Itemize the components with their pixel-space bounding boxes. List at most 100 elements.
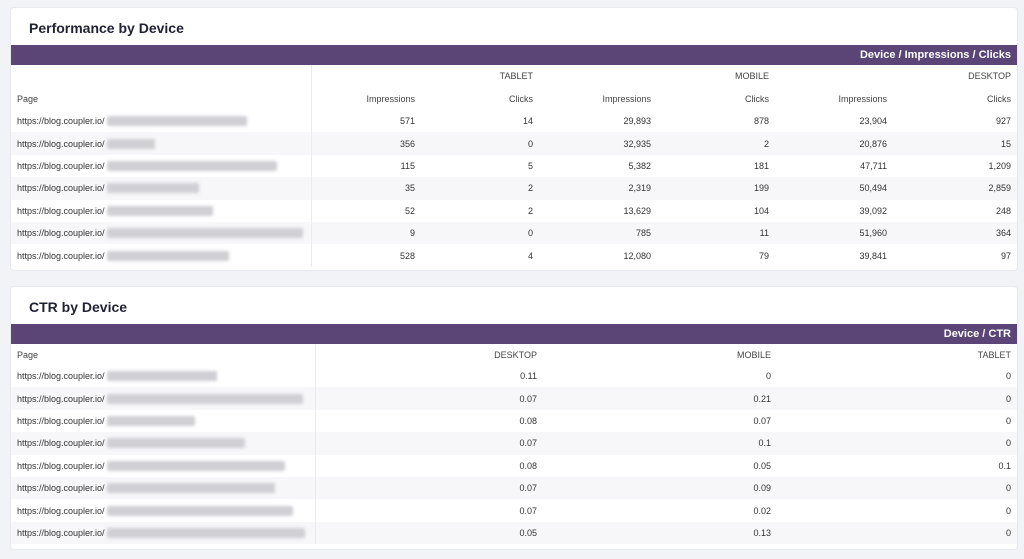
page-cell[interactable]: https://blog.coupler.io/ xyxy=(11,132,312,155)
metric-header[interactable]: Clicks xyxy=(509,93,533,104)
table-row: https://blog.coupler.io/0.08 0.05 0.1 xyxy=(11,454,1017,477)
metric-header[interactable]: Clicks xyxy=(987,93,1011,104)
value-cell: 0 xyxy=(1005,393,1011,404)
page-cell[interactable]: https://blog.coupler.io/ xyxy=(11,454,316,477)
value-cell: 364 xyxy=(995,228,1011,239)
value-cell: 11 xyxy=(759,228,769,239)
page-cell[interactable]: https://blog.coupler.io/ xyxy=(11,432,316,455)
table-row: https://blog.coupler.io/571 14 29,893 878 23… xyxy=(11,110,1017,133)
redacted-slug xyxy=(106,438,245,449)
value-cell: 52 xyxy=(404,205,415,216)
redacted-slug xyxy=(106,393,303,404)
table-row: https://blog.coupler.io/0.07 0.09 0 xyxy=(11,476,1017,500)
redacted-slug xyxy=(106,250,229,261)
page-url: https://blog.coupler.io/ xyxy=(17,371,105,382)
page-cell[interactable]: https://blog.coupler.io/ xyxy=(11,244,312,267)
value-cell: 32,935 xyxy=(623,138,651,149)
value-cell: 0.08 xyxy=(519,460,537,471)
page-url: https://blog.coupler.io/ xyxy=(17,460,105,471)
table-row: https://blog.coupler.io/35 2 2,319 199 50,49… xyxy=(11,177,1017,200)
value-cell: 0 xyxy=(1005,438,1011,449)
page-cell[interactable]: https://blog.coupler.io/ xyxy=(11,221,312,245)
value-cell: 29,893 xyxy=(623,116,651,127)
performance-table: TABLET MOBILE DESKTOP Page Impressions C… xyxy=(11,65,1018,267)
metric-header[interactable]: Clicks xyxy=(745,93,769,104)
ctr-table: Page DESKTOP MOBILE TABLET https://blog.… xyxy=(11,344,1017,545)
device-header[interactable]: MOBILE xyxy=(734,71,769,81)
redacted-slug xyxy=(106,228,303,239)
value-cell: 39,092 xyxy=(859,205,887,216)
redacted-slug xyxy=(106,116,247,127)
value-cell: 39,841 xyxy=(859,250,887,261)
value-cell: 47,711 xyxy=(860,160,887,171)
page-column-header[interactable]: Page xyxy=(11,344,316,365)
page-cell[interactable]: https://blog.coupler.io/ xyxy=(11,476,316,500)
page-url: https://blog.coupler.io/ xyxy=(17,228,105,239)
page-url: https://blog.coupler.io/ xyxy=(17,160,105,171)
page-url: https://blog.coupler.io/ xyxy=(17,393,105,404)
device-header[interactable]: DESKTOP xyxy=(494,349,537,360)
redacted-slug xyxy=(106,460,285,471)
page-cell[interactable]: https://blog.coupler.io/ xyxy=(11,199,312,222)
value-cell: 12,080 xyxy=(623,250,651,261)
redacted-slug xyxy=(106,527,305,538)
metric-header[interactable]: Impressions xyxy=(366,93,415,104)
value-cell: 785 xyxy=(635,228,651,239)
page-cell[interactable]: https://blog.coupler.io/ xyxy=(11,110,312,133)
redacted-slug xyxy=(106,183,199,194)
value-cell: 0 xyxy=(1005,527,1011,538)
value-cell: 13,629 xyxy=(623,205,651,216)
value-cell: 878 xyxy=(753,116,769,127)
page-url: https://blog.coupler.io/ xyxy=(17,116,105,127)
value-cell: 0.21 xyxy=(753,393,771,404)
table-row: https://blog.coupler.io/52 2 13,629 104 39,0… xyxy=(11,199,1017,222)
page-url: https://blog.coupler.io/ xyxy=(17,438,105,449)
metric-header[interactable]: Impressions xyxy=(838,93,887,104)
value-cell: 927 xyxy=(995,116,1011,127)
page-cell[interactable]: https://blog.coupler.io/ xyxy=(11,499,316,522)
page-url: https://blog.coupler.io/ xyxy=(17,205,105,216)
redacted-slug xyxy=(106,138,155,149)
value-cell: 50,494 xyxy=(859,183,887,194)
page-cell[interactable]: https://blog.coupler.io/ xyxy=(11,365,316,388)
device-header[interactable]: TABLET xyxy=(499,71,533,81)
value-cell: 115 xyxy=(400,160,415,171)
value-cell: 2 xyxy=(527,205,533,216)
page-url: https://blog.coupler.io/ xyxy=(17,483,105,494)
value-cell: 0 xyxy=(1005,415,1011,426)
page-cell[interactable]: https://blog.coupler.io/ xyxy=(11,154,312,178)
table-row: https://blog.coupler.io/0.07 0.02 0 xyxy=(11,499,1017,522)
page-cell[interactable]: https://blog.coupler.io/ xyxy=(11,177,312,200)
value-cell: 0.07 xyxy=(519,483,537,494)
device-header[interactable]: MOBILE xyxy=(736,349,771,360)
redacted-slug xyxy=(106,483,275,494)
value-cell: 0.08 xyxy=(519,415,537,426)
device-header[interactable]: DESKTOP xyxy=(968,71,1011,81)
value-cell: 248 xyxy=(995,205,1011,216)
value-cell: 0 xyxy=(1005,483,1011,494)
value-cell: 2 xyxy=(763,138,769,149)
table-row: https://blog.coupler.io/115 5 5,382 181 47,7… xyxy=(11,154,1017,178)
value-cell: 23,904 xyxy=(859,116,887,127)
value-cell: 5,382 xyxy=(628,160,651,171)
performance-by-device-card: Performance by Device Device / Impressio… xyxy=(10,7,1018,271)
metric-header[interactable]: Impressions xyxy=(602,93,651,104)
value-cell: 97 xyxy=(1000,250,1011,261)
device-header[interactable]: TABLET xyxy=(977,349,1011,360)
value-cell: 35 xyxy=(404,183,415,194)
band-label: Device / Impressions / Clicks xyxy=(859,49,1011,61)
value-cell: 528 xyxy=(399,250,415,261)
value-cell: 0.05 xyxy=(519,527,537,538)
page-column-header[interactable]: Page xyxy=(11,87,312,110)
page-cell[interactable]: https://blog.coupler.io/ xyxy=(11,409,316,433)
value-cell: 0.13 xyxy=(753,527,771,538)
redacted-slug xyxy=(106,371,217,382)
value-cell: 104 xyxy=(753,205,769,216)
table-row: https://blog.coupler.io/528 4 12,080 79 39,8… xyxy=(11,244,1017,267)
page-cell[interactable]: https://blog.coupler.io/ xyxy=(11,387,316,410)
value-cell: 0 xyxy=(527,228,533,239)
value-cell: 14 xyxy=(522,116,533,127)
page-cell[interactable]: https://blog.coupler.io/ xyxy=(11,521,316,545)
page-url: https://blog.coupler.io/ xyxy=(17,415,105,426)
value-cell: 0.07 xyxy=(519,438,537,449)
